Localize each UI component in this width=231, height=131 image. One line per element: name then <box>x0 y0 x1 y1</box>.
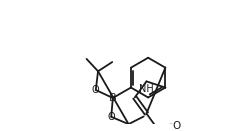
Text: O: O <box>92 85 100 95</box>
Text: O: O <box>173 121 181 131</box>
Text: O: O <box>107 112 115 122</box>
Text: B: B <box>109 93 117 103</box>
Text: NH: NH <box>139 84 154 94</box>
